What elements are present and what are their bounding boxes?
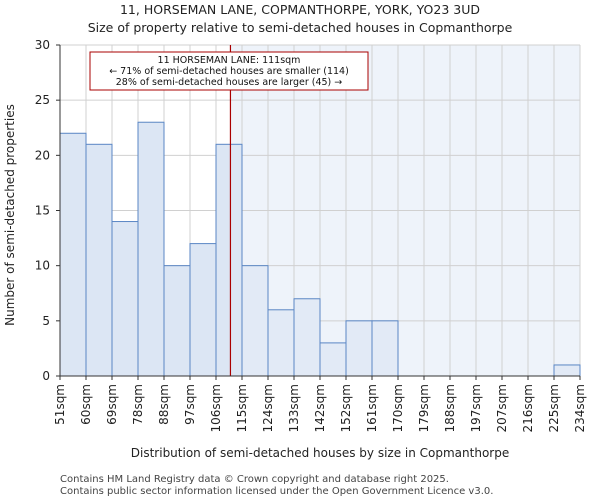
footer-line-2: Contains public sector information licen…: [60, 486, 493, 497]
bar: [111, 221, 139, 377]
x-tick-label: 179sqm: [417, 384, 431, 432]
annotation-line-1: 11 HORSEMAN LANE: 111sqm: [158, 55, 301, 66]
x-tick-label: 69sqm: [105, 384, 119, 425]
x-tick-label: 115sqm: [235, 384, 249, 432]
y-tick-label: 20: [35, 148, 50, 162]
bar: [163, 265, 191, 377]
x-tick-label: 170sqm: [391, 384, 405, 432]
y-axis-label: Number of semi-detached properties: [3, 104, 17, 326]
x-axis-label: Distribution of semi-detached houses by …: [131, 446, 509, 460]
x-tick-label: 234sqm: [573, 384, 587, 432]
x-tick-label: 142sqm: [313, 384, 327, 432]
x-tick-label: 188sqm: [443, 384, 457, 432]
annotation-box: 11 HORSEMAN LANE: 111sqm ← 71% of semi-d…: [89, 51, 369, 91]
x-tick-label: 78sqm: [131, 384, 145, 425]
x-tick-label: 207sqm: [495, 384, 509, 432]
bar: [267, 309, 295, 377]
y-tick-label: 30: [35, 38, 50, 52]
y-tick-label: 5: [42, 314, 50, 328]
bars: [59, 121, 581, 377]
chart-title: 11, HORSEMAN LANE, COPMANTHORPE, YORK, Y…: [120, 2, 480, 17]
footer-line-1: Contains HM Land Registry data © Crown c…: [60, 474, 449, 485]
y-tick-label: 10: [35, 259, 50, 273]
bar: [371, 320, 399, 377]
bar: [553, 364, 581, 377]
y-ticks: 0 5 10 15 20 25 30: [35, 38, 60, 383]
annotation-line-3: 28% of semi-detached houses are larger (…: [116, 77, 343, 88]
x-tick-label: 106sqm: [209, 384, 223, 432]
x-tick-label: 124sqm: [261, 384, 275, 432]
x-tick-label: 51sqm: [53, 384, 67, 425]
x-tick-label: 225sqm: [547, 384, 561, 432]
bar: [215, 143, 243, 377]
x-tick-label: 161sqm: [365, 384, 379, 432]
x-tick-label: 88sqm: [157, 384, 171, 425]
y-tick-label: 0: [42, 369, 50, 383]
y-tick-label: 15: [35, 204, 50, 218]
x-tick-label: 133sqm: [287, 384, 301, 432]
x-tick-label: 197sqm: [469, 384, 483, 432]
x-tick-label: 152sqm: [339, 384, 353, 432]
x-tick-label: 216sqm: [521, 384, 535, 432]
bar: [319, 342, 347, 377]
y-tick-label: 25: [35, 93, 50, 107]
annotation-line-2: ← 71% of semi-detached houses are smalle…: [109, 66, 349, 77]
x-ticks: 51sqm 60sqm 69sqm 78sqm 88sqm 97sqm 106sqm 115s…: [53, 376, 587, 432]
annotation-border: [89, 51, 369, 91]
bar: [345, 320, 373, 377]
chart-subtitle: Size of property relative to semi-detach…: [88, 20, 513, 35]
bar: [59, 132, 87, 377]
x-tick-label: 97sqm: [183, 384, 197, 425]
bar: [137, 121, 165, 377]
bar: [293, 298, 321, 377]
bar: [241, 265, 269, 377]
bar: [85, 143, 113, 377]
bar: [189, 243, 217, 377]
x-tick-label: 60sqm: [79, 384, 93, 425]
